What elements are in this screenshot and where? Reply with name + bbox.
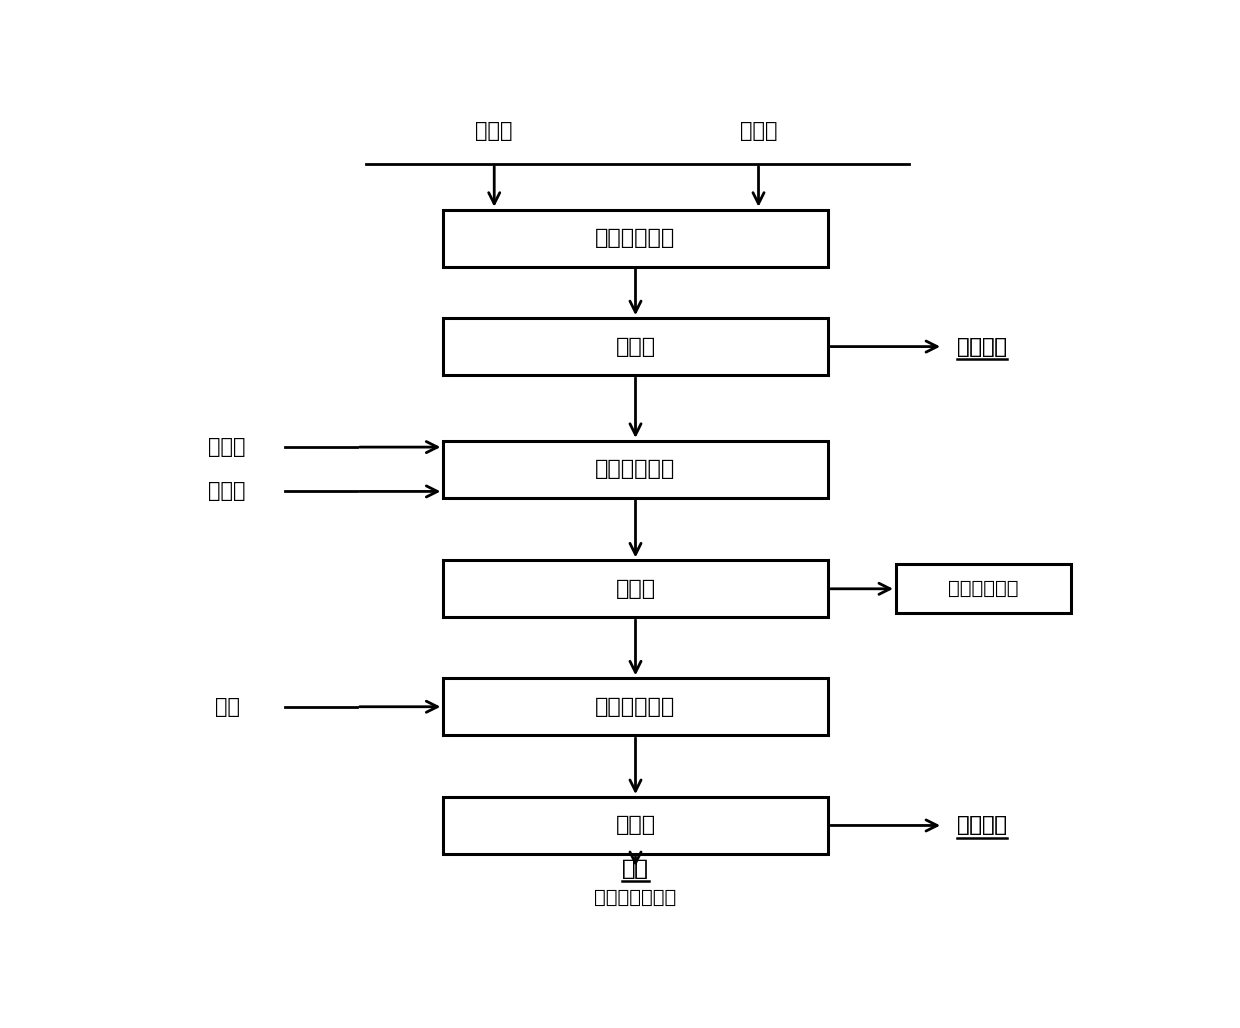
Bar [444, 318, 828, 375]
Text: 钴渣处理: 钴渣处理 [957, 815, 1007, 836]
Text: 过　滤: 过 滤 [615, 815, 656, 836]
Text: 镍精矿: 镍精矿 [208, 437, 246, 457]
Text: 过　滤: 过 滤 [615, 336, 656, 357]
Text: 铜渣氯气浸出: 铜渣氯气浸出 [949, 580, 1018, 598]
Text: 氯气: 氯气 [215, 697, 239, 717]
Text: 过　滤: 过 滤 [615, 579, 656, 598]
Text: 铁渣处理: 铁渣处理 [957, 336, 1007, 357]
Bar [444, 441, 828, 498]
Text: 阳极液: 阳极液 [475, 120, 513, 141]
Text: 铁渣处理: 铁渣处理 [957, 336, 1007, 357]
Bar [444, 210, 828, 266]
Text: 阳极泥: 阳极泥 [208, 481, 246, 502]
Text: 钴渣处理: 钴渣处理 [957, 815, 1007, 836]
Text: 新液: 新液 [622, 858, 649, 879]
Bar [444, 797, 828, 854]
Bar [897, 564, 1071, 614]
Text: 新液: 新液 [622, 858, 649, 879]
Bar [444, 560, 828, 617]
Text: 二段净化除铜: 二段净化除铜 [595, 460, 676, 479]
Text: （送电解工序）: （送电解工序） [594, 888, 677, 907]
Text: 一段净化除铁: 一段净化除铁 [595, 228, 676, 248]
Bar [444, 678, 828, 735]
Text: 碳酸镍: 碳酸镍 [740, 120, 777, 141]
Text: 三段净化除钴: 三段净化除钴 [595, 697, 676, 717]
